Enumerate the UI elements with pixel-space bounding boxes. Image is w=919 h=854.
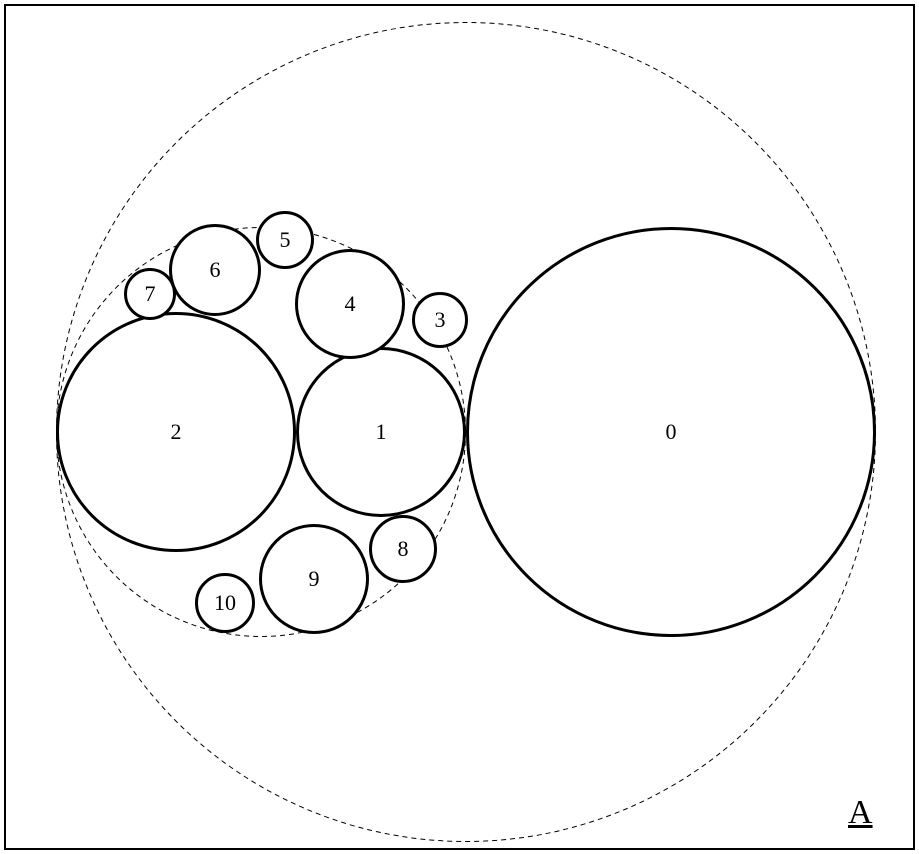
circle-label: 2 xyxy=(171,421,182,443)
circle-8: 8 xyxy=(369,515,437,583)
figure-caption: A xyxy=(848,794,873,832)
circle-label: 5 xyxy=(280,229,291,251)
circle-1: 1 xyxy=(296,347,466,517)
circle-label: 10 xyxy=(214,592,236,614)
circle-label: 4 xyxy=(345,293,356,315)
circle-label: 0 xyxy=(666,421,677,443)
circle-label: 7 xyxy=(145,283,156,305)
diagram-stage: 0 1 2 3 4 5 6 7 8 9 10 xyxy=(6,6,913,848)
circle-5: 5 xyxy=(256,211,314,269)
circle-7: 7 xyxy=(124,268,176,320)
circle-label: 6 xyxy=(210,259,221,281)
circle-label: 1 xyxy=(376,421,387,443)
circle-4: 4 xyxy=(295,249,405,359)
circle-0: 0 xyxy=(466,227,876,637)
circle-2: 2 xyxy=(56,312,296,552)
circle-3: 3 xyxy=(412,292,468,348)
circle-label: 9 xyxy=(309,568,320,590)
circle-label: 8 xyxy=(398,538,409,560)
circle-10: 10 xyxy=(195,573,255,633)
figure-frame: 0 1 2 3 4 5 6 7 8 9 10 A xyxy=(4,4,915,850)
circle-9: 9 xyxy=(259,524,369,634)
circle-label: 3 xyxy=(435,309,446,331)
circle-6: 6 xyxy=(169,224,261,316)
